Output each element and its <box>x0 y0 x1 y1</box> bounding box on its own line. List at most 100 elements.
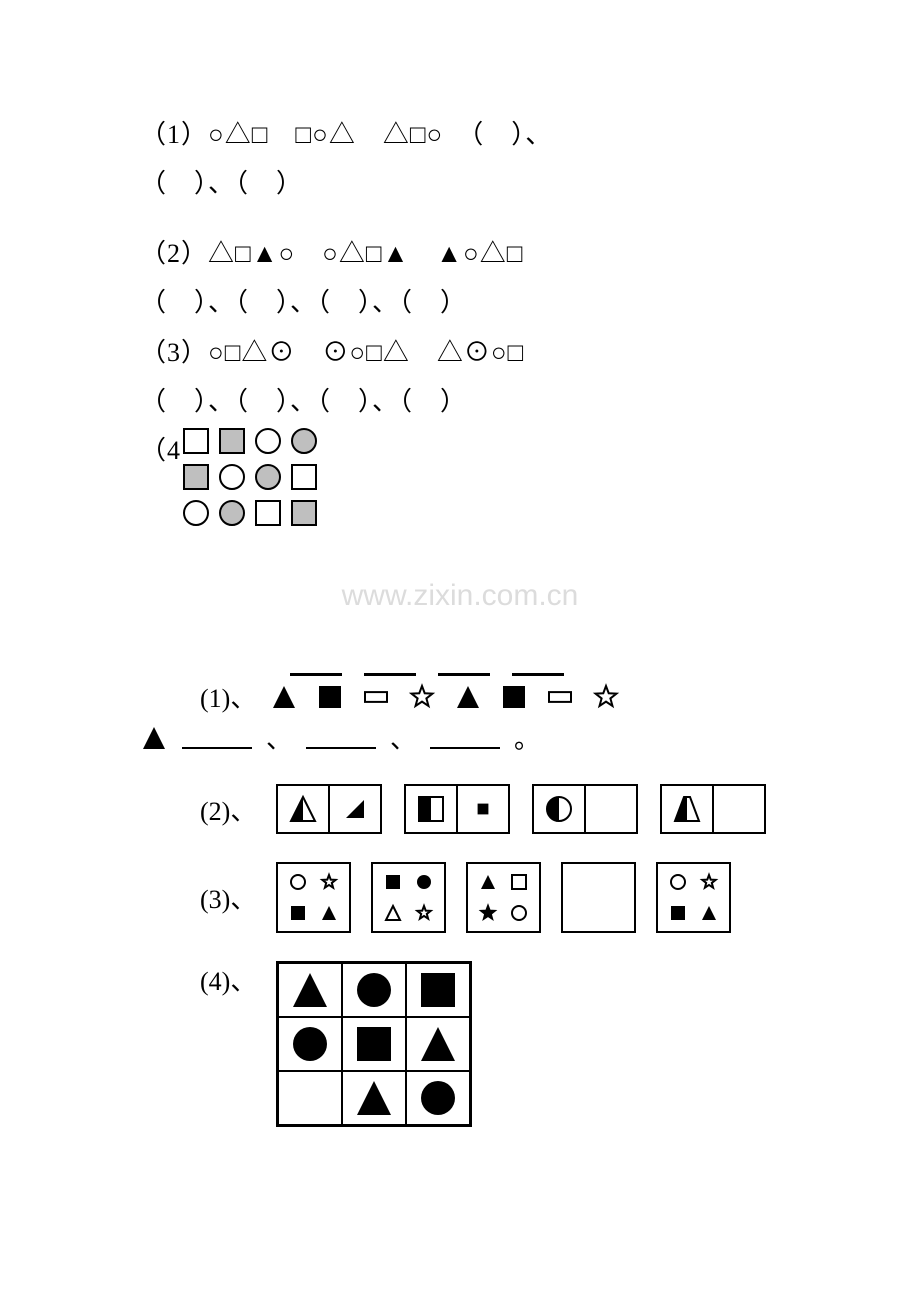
problem-1-line2: （ ）、（ ） <box>140 159 780 208</box>
worksheet-page: （1）○△□ □○△ △□○ （ ）、 （ ）、（ ） （2）△□▲○ ○△□▲… <box>0 0 920 1195</box>
seq2-p1: (1)、 <box>200 678 780 715</box>
tri-half-icon <box>288 794 318 824</box>
p2-seq: △□▲○ ○△□▲ ▲○△□ <box>208 239 523 268</box>
grid-cell <box>406 1071 470 1125</box>
separator: 、 <box>390 719 416 756</box>
ci-o-icon <box>668 872 688 892</box>
s2p1-lead-shape <box>140 724 168 752</box>
sq-f-icon <box>316 683 344 711</box>
s2p2-label: (2)、 <box>200 791 256 828</box>
p1-label: （1） <box>140 120 208 149</box>
star-o-icon <box>592 683 620 711</box>
sq-o-icon <box>253 498 283 528</box>
problem-2-line1: （2）△□▲○ ○△□▲ ▲○△□ <box>140 229 780 278</box>
tri-f-icon <box>418 1024 458 1064</box>
star-o-icon <box>414 903 434 923</box>
grid-cell <box>278 1071 342 1125</box>
sq-g-icon <box>289 498 319 528</box>
underline-row <box>290 673 780 676</box>
s2p3-boxes <box>276 862 731 933</box>
p2-label: （2） <box>140 239 208 268</box>
blank <box>430 727 500 749</box>
tri-f-icon <box>140 724 168 752</box>
separator: 。 <box>514 719 540 756</box>
ci-g-icon <box>253 462 283 492</box>
p3-label: （3） <box>140 338 208 367</box>
problem-1-line1: （1）○△□ □○△ △□○ （ ）、 <box>140 110 780 159</box>
tri-f-icon <box>270 683 298 711</box>
watermark-text: www.zixin.com.cn <box>140 579 780 613</box>
star-o-icon <box>408 683 436 711</box>
quad-box <box>371 862 446 933</box>
sq-f-icon <box>668 903 688 923</box>
sq-small-icon <box>471 797 495 821</box>
grid-cell <box>278 963 342 1017</box>
s2p3-label: (3)、 <box>200 879 256 916</box>
ci-f-icon <box>290 1024 330 1064</box>
sq-half-icon <box>416 794 446 824</box>
grid-cell <box>342 1071 406 1125</box>
s2p4-grid <box>276 961 472 1127</box>
p3-seq: ○□△⊙ ⊙○□△ △⊙○□ <box>208 338 524 367</box>
sq-f-icon <box>418 970 458 1010</box>
trap-half-icon <box>672 794 702 824</box>
seq2-p4: (4)、 <box>200 961 780 1127</box>
quad-box <box>656 862 731 933</box>
problem-2-line2: （ ）、（ ）、（ ）、（ ） <box>140 278 780 327</box>
p1-seq: ○△□ □○△ △□○ （ ）、 <box>208 120 552 149</box>
ci-half-icon <box>544 794 574 824</box>
ci-f-icon <box>354 970 394 1010</box>
sq-f-icon <box>500 683 528 711</box>
seq2-p2: (2)、 <box>200 784 780 834</box>
s2p1-label: (1)、 <box>200 678 256 715</box>
blank <box>306 727 376 749</box>
tri-f-icon <box>699 903 719 923</box>
pair-box <box>660 784 766 834</box>
rect-o-icon <box>362 683 390 711</box>
star-o-icon <box>699 872 719 892</box>
ci-o-icon <box>288 872 308 892</box>
grid-cell <box>406 963 470 1017</box>
tri-o-icon <box>383 903 403 923</box>
quad-box <box>561 862 636 933</box>
sq-f-icon <box>354 1024 394 1064</box>
pair-box <box>532 784 638 834</box>
s2p2-pairs <box>276 784 766 834</box>
ci-o-icon <box>253 426 283 456</box>
s2p4-label: (4)、 <box>200 961 256 998</box>
separator: 、 <box>266 719 292 756</box>
tri-small-icon <box>343 797 367 821</box>
tri-f-icon <box>290 970 330 1010</box>
problem-3-line2: （ ）、（ ）、（ ）、（ ） <box>140 377 780 426</box>
grid-cell <box>342 1017 406 1071</box>
sq-f-icon <box>383 872 403 892</box>
sq-f-icon <box>288 903 308 923</box>
ci-o-icon <box>181 498 211 528</box>
sq-g-icon <box>181 462 211 492</box>
star-o-icon <box>319 872 339 892</box>
seq2-p3: (3)、 <box>200 862 780 933</box>
sq-o-icon <box>289 462 319 492</box>
problem-3-line1: （3）○□△⊙ ⊙○□△ △⊙○□ <box>140 328 780 377</box>
sq-g-icon <box>217 426 247 456</box>
ci-o-icon <box>217 462 247 492</box>
ci-f-icon <box>414 872 434 892</box>
problem-4: （4 <box>140 426 780 534</box>
ci-g-icon <box>217 498 247 528</box>
ci-o-icon <box>509 903 529 923</box>
pair-box <box>276 784 382 834</box>
quad-box <box>466 862 541 933</box>
quad-box <box>276 862 351 933</box>
tri-f-icon <box>354 1078 394 1118</box>
sq-o-icon <box>509 872 529 892</box>
ci-f-icon <box>418 1078 458 1118</box>
sq-o-icon <box>181 426 211 456</box>
star-f-icon <box>478 903 498 923</box>
tri-f-icon <box>319 903 339 923</box>
tri-f-icon <box>454 683 482 711</box>
grid-cell <box>342 963 406 1017</box>
p4-label: （4 <box>140 426 181 475</box>
grid-cell <box>406 1017 470 1071</box>
blank <box>182 727 252 749</box>
ci-g-icon <box>289 426 319 456</box>
